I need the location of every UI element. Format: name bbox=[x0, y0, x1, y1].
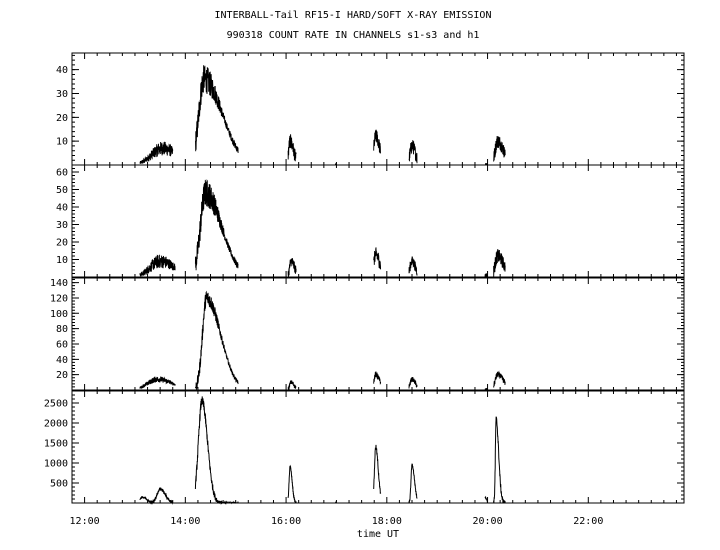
x-tick-label: 14:00 bbox=[170, 516, 200, 527]
y-tick-label: 140 bbox=[50, 278, 68, 289]
panel-h1: 500 1000 1500 2000 2500 bbox=[44, 390, 685, 505]
x-ticks bbox=[71, 165, 677, 277]
panel-s2: 10 20 30 40 50 60 bbox=[56, 164, 685, 278]
y-tick-label: 60 bbox=[56, 339, 68, 350]
y-tick-label: 100 bbox=[50, 309, 68, 320]
panel-s1: 10 20 30 40 bbox=[56, 52, 685, 166]
y-tick-label: 80 bbox=[56, 324, 68, 335]
y-tick-label: 20 bbox=[56, 370, 68, 381]
x-ticks bbox=[71, 53, 677, 165]
y-tick-label: 120 bbox=[50, 293, 68, 304]
x-axis-label: time UT bbox=[357, 529, 399, 540]
y-tick-label: 500 bbox=[50, 479, 68, 490]
panel-frame bbox=[71, 390, 685, 504]
y-tick-label: 20 bbox=[56, 238, 68, 249]
y-minor-ticks bbox=[72, 279, 684, 391]
y-minor-ticks bbox=[72, 390, 684, 504]
y-tick-label: 50 bbox=[56, 185, 68, 196]
panel-s3: 20 40 60 80 100 120 140 bbox=[50, 277, 685, 392]
x-tick-label: 16:00 bbox=[271, 516, 301, 527]
y-tick-label: 2500 bbox=[44, 399, 68, 410]
x-tick-label: 22:00 bbox=[573, 516, 603, 527]
y-tick-label: 30 bbox=[56, 220, 68, 231]
series-s3 bbox=[139, 290, 506, 392]
y-tick-label: 10 bbox=[56, 255, 68, 266]
y-tick-label: 40 bbox=[56, 203, 68, 214]
x-tick-label: 12:00 bbox=[70, 516, 100, 527]
y-tick-label: 1500 bbox=[44, 439, 68, 450]
chart-title: INTERBALL-Tail RF15-I HARD/SOFT X-RAY EM… bbox=[215, 10, 492, 21]
x-axis: 12:00 14:00 16:00 18:00 20:00 22:00 bbox=[70, 516, 604, 527]
y-tick-label: 60 bbox=[56, 168, 68, 179]
chart-subtitle: 990318 COUNT RATE IN CHANNELS s1-s3 and … bbox=[227, 30, 480, 41]
series-s2 bbox=[139, 179, 506, 278]
y-tick-label: 40 bbox=[56, 355, 68, 366]
series-h1 bbox=[139, 396, 506, 505]
y-tick-label: 2000 bbox=[44, 419, 68, 430]
x-tick-label: 18:00 bbox=[372, 516, 402, 527]
y-tick-label: 1000 bbox=[44, 459, 68, 470]
y-tick-label: 20 bbox=[56, 113, 68, 124]
panels: 10 20 30 40 10 20 30 40 50 60 20 40 60 80 100 120 140 500… bbox=[44, 52, 685, 505]
x-tick-label: 20:00 bbox=[473, 516, 503, 527]
y-tick-label: 10 bbox=[56, 137, 68, 148]
panel-frame bbox=[71, 277, 685, 391]
y-tick-label: 40 bbox=[56, 65, 68, 76]
x-ticks bbox=[71, 278, 677, 390]
series-s1 bbox=[139, 65, 506, 166]
y-tick-label: 30 bbox=[56, 89, 68, 100]
